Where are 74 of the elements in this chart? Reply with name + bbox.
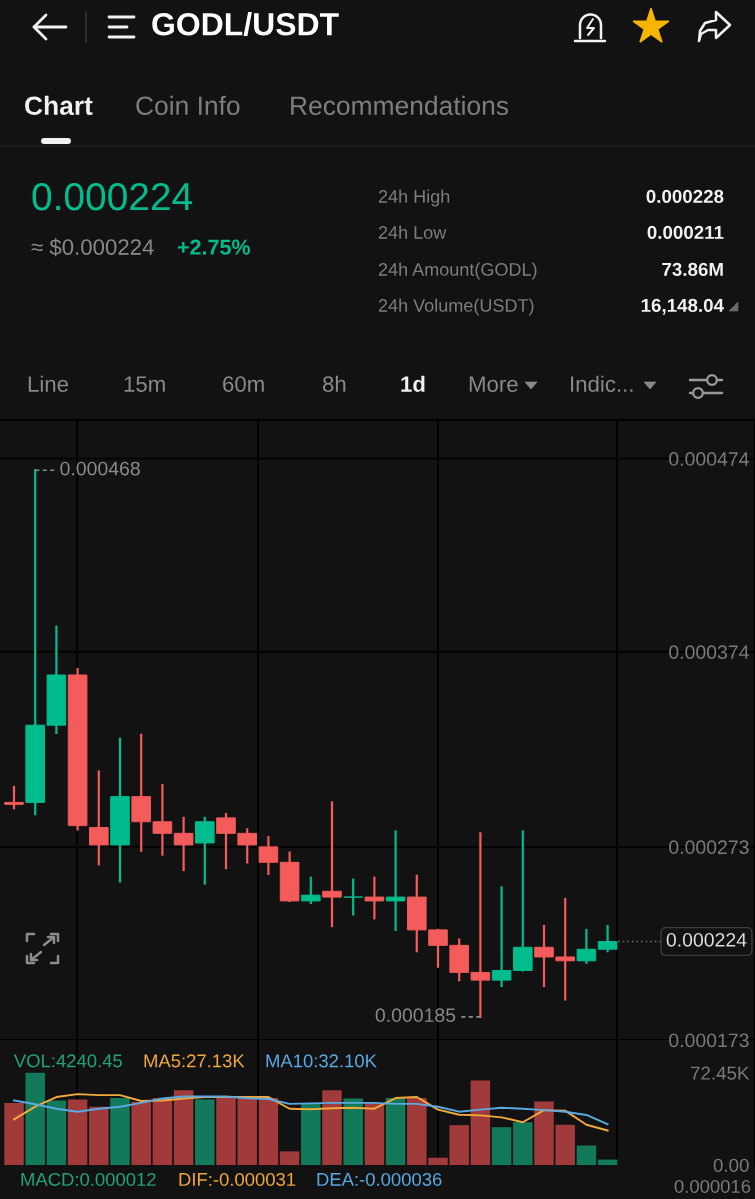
bar xyxy=(322,1090,342,1165)
text: 24h Volume(USDT) xyxy=(378,298,534,316)
bar xyxy=(152,1098,173,1165)
candlestick xyxy=(364,876,385,920)
candlestick xyxy=(88,770,109,866)
bar xyxy=(343,1098,363,1165)
annotation: 0.000185 xyxy=(375,1008,456,1023)
bar xyxy=(576,1145,597,1165)
candlestick xyxy=(173,816,194,872)
candlestick xyxy=(343,878,364,916)
candlestick xyxy=(385,830,406,932)
bar xyxy=(89,1106,109,1165)
text: 24h Amount(GODL) xyxy=(378,262,537,280)
text: Line xyxy=(28,375,69,392)
ref-line-label: 0.000224 xyxy=(666,932,747,947)
text: 0.000224 xyxy=(32,182,193,211)
text: 0.000211 xyxy=(647,225,724,240)
candlestick xyxy=(597,924,618,953)
candlestick xyxy=(300,876,321,904)
bar xyxy=(67,1099,88,1165)
bar xyxy=(110,1098,130,1165)
text: 1d xyxy=(401,375,425,392)
text: Indic... xyxy=(571,375,633,392)
text: Recommendations xyxy=(291,95,509,116)
bar xyxy=(195,1099,215,1165)
bar xyxy=(513,1122,533,1165)
bar xyxy=(131,1101,151,1165)
bar xyxy=(4,1102,24,1165)
text: 60m xyxy=(223,376,264,392)
series-label: VOL:4240.45 xyxy=(13,1054,122,1068)
bar xyxy=(385,1098,406,1165)
text: 0.000016 xyxy=(674,1179,751,1193)
bar xyxy=(301,1103,321,1165)
candlestick xyxy=(194,816,215,885)
y-tick-label: 0.00 xyxy=(713,1158,749,1172)
text: +2.75% xyxy=(177,239,251,255)
text: 0.000228 xyxy=(646,189,724,204)
candlestick xyxy=(258,836,279,875)
candlestick xyxy=(4,785,24,810)
bar xyxy=(279,1151,300,1165)
y-tick-label: 0.000374 xyxy=(669,645,749,660)
series-label: MA10:32.10K xyxy=(266,1054,377,1068)
text: Chart xyxy=(25,95,93,116)
text: Coin Info xyxy=(136,95,240,116)
bar xyxy=(46,1100,67,1165)
bar xyxy=(25,1072,45,1165)
text: DEA:-0.000036 xyxy=(317,1172,442,1186)
bar xyxy=(364,1102,385,1165)
bar xyxy=(491,1127,512,1165)
y-tick-label: 0.000474 xyxy=(669,452,749,466)
text: 8h xyxy=(322,375,346,392)
text: 73.86M xyxy=(662,262,723,277)
y-tick-label: 0.000173 xyxy=(669,1033,749,1048)
text: More xyxy=(469,376,518,392)
text: MACD:0.000012 xyxy=(21,1172,156,1186)
annotation: 0.000468 xyxy=(60,461,140,476)
text: 16,148.04 xyxy=(641,298,724,315)
bar xyxy=(597,1159,618,1165)
line-series xyxy=(13,1093,609,1132)
bar xyxy=(173,1090,194,1165)
text: GODL/USDT xyxy=(152,12,339,36)
text: 24h High xyxy=(378,189,450,207)
candlestick xyxy=(576,928,597,964)
text: 24h Low xyxy=(378,225,447,239)
text: 15m xyxy=(124,376,165,392)
bar xyxy=(470,1080,491,1165)
series-label: MA5:27.13K xyxy=(144,1054,245,1068)
bar xyxy=(258,1098,279,1165)
text: ≈ $0.000224 xyxy=(31,238,154,257)
y-tick-label: 0.000273 xyxy=(669,840,749,855)
line-series xyxy=(13,1095,609,1126)
text: DIF:-0.000031 xyxy=(179,1172,296,1186)
candlestick xyxy=(322,801,342,928)
y-tick-label: 72.45K xyxy=(690,1066,750,1080)
